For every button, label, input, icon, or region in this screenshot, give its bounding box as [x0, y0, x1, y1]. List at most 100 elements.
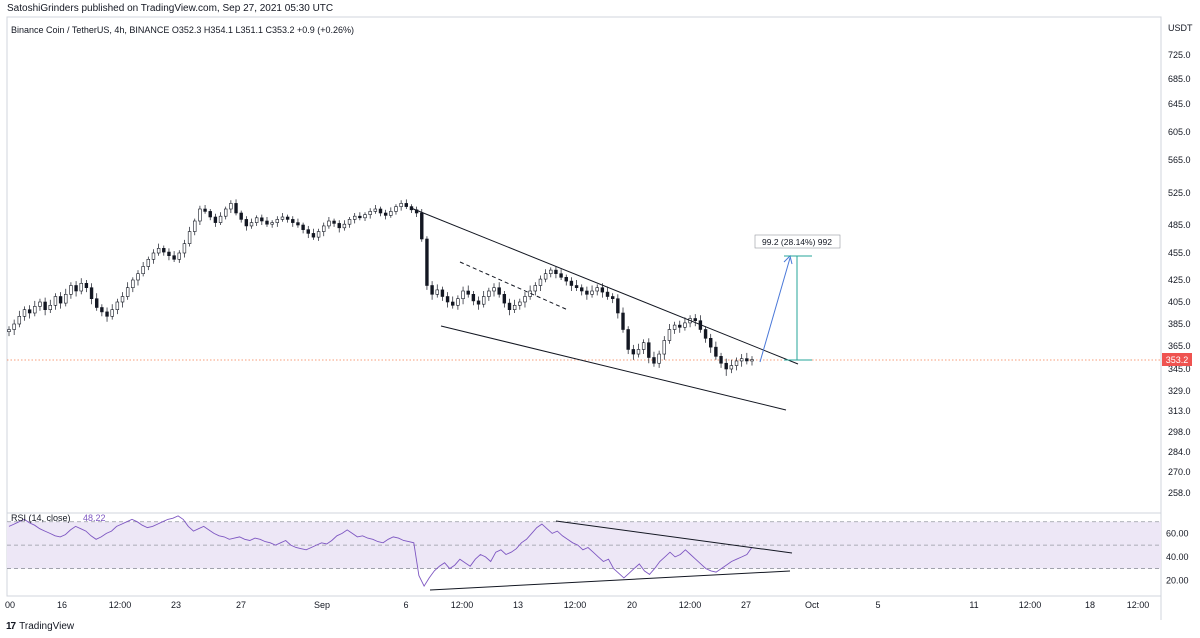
inner-dashed-trendline[interactable] — [459, 261, 569, 311]
main-pane-frame — [6, 16, 1162, 514]
candle-body — [662, 340, 666, 355]
candle-body — [249, 222, 254, 227]
price-tick-label: 565.0 — [1168, 155, 1191, 165]
candle-body — [605, 291, 610, 297]
candle-body — [218, 215, 223, 223]
candle-body — [430, 285, 434, 295]
projection-arrowhead — [783, 255, 793, 265]
candle-body — [167, 251, 171, 256]
candle-body — [693, 318, 697, 321]
candle-body — [64, 293, 68, 304]
rsi-upper-trendline[interactable] — [555, 520, 793, 554]
candle-body — [213, 216, 218, 223]
candle-body — [12, 323, 16, 330]
candle-body — [270, 222, 274, 225]
candle-body — [265, 220, 269, 225]
candle-body — [100, 307, 104, 313]
time-tick-label: 11 — [969, 600, 978, 610]
time-tick-label: 18 — [1085, 600, 1095, 610]
candle-body — [451, 301, 455, 306]
candle-body — [580, 287, 584, 292]
wedge-upper-trendline[interactable] — [410, 207, 799, 365]
candle-body — [621, 312, 625, 330]
candle-body — [239, 212, 243, 220]
candle-body — [187, 231, 192, 244]
time-tick-label: Sep — [314, 600, 330, 610]
candle-body — [105, 311, 109, 317]
candle-body — [616, 298, 620, 314]
candle-body — [172, 255, 176, 260]
candle-body — [683, 322, 687, 328]
candle-body — [554, 269, 558, 275]
time-tick-label: 13 — [513, 600, 523, 610]
candle-body — [492, 287, 496, 292]
time-tick-label: 12:00 — [109, 600, 132, 610]
time-tick-label: 12:00 — [679, 600, 702, 610]
candle-body — [641, 342, 646, 350]
price-tick-label: 405.0 — [1168, 297, 1191, 307]
candle-body — [7, 329, 11, 332]
wedge-lower-trendline[interactable] — [440, 325, 787, 411]
price-tick-label: 455.0 — [1168, 248, 1191, 258]
candle-body — [719, 356, 723, 364]
candle-body — [125, 287, 130, 297]
candle-body — [590, 290, 594, 295]
candle-body — [631, 349, 636, 355]
chart-canvas[interactable]: 99.2 (28.14%) 992 Binance Coin / TetherU… — [0, 0, 1200, 620]
candle-body — [543, 273, 548, 280]
rsi-tick-label: 40.00 — [1166, 552, 1189, 562]
candle-body — [311, 233, 316, 238]
price-axis-ticks: 725.0 685.0 645.0 605.0 565.0 525.0 485.0 455.0… — [1168, 50, 1191, 498]
price-tick-label: 485.0 — [1168, 220, 1191, 230]
candle-body — [383, 212, 388, 216]
candle-body — [48, 304, 52, 310]
candles-layer — [7, 199, 754, 376]
candle-body — [177, 252, 181, 260]
candle-body — [703, 329, 708, 339]
candle-body — [363, 214, 367, 219]
candle-body — [254, 217, 259, 223]
rsi-axis-ticks: 60.00 40.00 20.00 — [1166, 528, 1189, 585]
publisher-line: SatoshiGrinders published on TradingView… — [7, 3, 334, 14]
candle-body — [322, 225, 326, 232]
rsi-lower-trendline[interactable] — [429, 570, 791, 591]
candle-body — [110, 309, 114, 317]
candle-body — [234, 203, 238, 214]
candle-body — [89, 287, 94, 300]
candle-body — [27, 309, 32, 314]
rsi-tick-label: 20.00 — [1166, 575, 1189, 585]
candle-body — [296, 222, 300, 226]
candle-body — [285, 216, 290, 220]
candle-body — [507, 302, 512, 311]
candle-body — [353, 215, 357, 220]
footer-brand: TradingView — [19, 621, 75, 632]
price-tick-label: 685.0 — [1168, 74, 1191, 84]
candle-body — [533, 285, 537, 292]
time-tick-label: 6 — [403, 600, 408, 610]
candle-body — [198, 208, 202, 222]
time-tick-label: Oct — [805, 600, 820, 610]
measure-label-box — [754, 234, 841, 249]
candle-body — [610, 296, 615, 299]
candle-body — [224, 208, 228, 217]
candle-body — [745, 358, 749, 362]
candle-body — [332, 220, 336, 224]
price-tick-label: 329.0 — [1168, 386, 1191, 396]
candle-body — [244, 219, 249, 227]
candle-body — [327, 220, 331, 227]
time-tick-label: 12:00 — [451, 600, 474, 610]
candle-body — [709, 337, 713, 348]
candle-body — [22, 309, 27, 317]
measure-label: 99.2 (28.14%) 992 — [762, 237, 832, 247]
candle-body — [53, 296, 58, 306]
candle-body — [368, 211, 372, 215]
candle-body — [518, 301, 522, 306]
candle-body — [17, 315, 22, 325]
candle-body — [131, 279, 135, 288]
candle-body — [585, 290, 589, 295]
candle-body — [394, 206, 398, 212]
projection-arrow[interactable] — [759, 257, 791, 363]
candle-body — [84, 282, 89, 288]
candle-body — [435, 289, 439, 295]
tradingview-logo-icon: 17 — [6, 621, 16, 632]
